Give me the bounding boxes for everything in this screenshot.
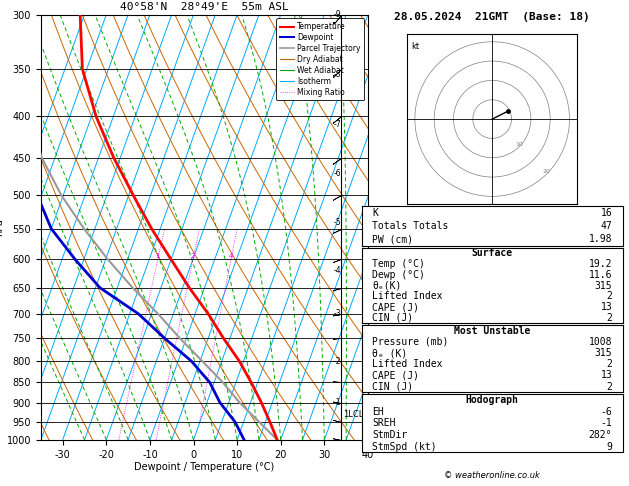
Text: K: K <box>372 208 378 218</box>
Text: 13: 13 <box>601 370 612 381</box>
X-axis label: Dewpoint / Temperature (°C): Dewpoint / Temperature (°C) <box>135 462 274 472</box>
Text: Totals Totals: Totals Totals <box>372 221 448 231</box>
Text: PW (cm): PW (cm) <box>372 234 413 244</box>
Text: Dewp (°C): Dewp (°C) <box>372 270 425 280</box>
Text: 9: 9 <box>606 442 612 451</box>
Text: -1: -1 <box>333 398 341 407</box>
Text: 28.05.2024  21GMT  (Base: 18): 28.05.2024 21GMT (Base: 18) <box>394 12 590 22</box>
Text: 1LCL: 1LCL <box>343 410 364 419</box>
Text: 315: 315 <box>594 348 612 358</box>
Text: Pressure (mb): Pressure (mb) <box>372 337 448 347</box>
Text: Temp (°C): Temp (°C) <box>372 259 425 269</box>
Text: -3: -3 <box>333 310 341 318</box>
Y-axis label: hPa: hPa <box>0 218 4 236</box>
Text: 1: 1 <box>155 253 160 260</box>
Text: CIN (J): CIN (J) <box>372 313 413 323</box>
Text: 19.2: 19.2 <box>589 259 612 269</box>
Text: -8: -8 <box>333 69 341 79</box>
Text: SREH: SREH <box>372 418 396 428</box>
Text: 1008: 1008 <box>589 337 612 347</box>
Text: CIN (J): CIN (J) <box>372 382 413 392</box>
Text: StmSpd (kt): StmSpd (kt) <box>372 442 437 451</box>
Text: 282°: 282° <box>589 430 612 440</box>
Text: θₑ(K): θₑ(K) <box>372 280 401 291</box>
Text: -1: -1 <box>601 418 612 428</box>
Text: -5: -5 <box>333 218 341 226</box>
Text: 11.6: 11.6 <box>589 270 612 280</box>
Text: CAPE (J): CAPE (J) <box>372 302 419 312</box>
Text: -7: -7 <box>333 121 341 129</box>
Text: -4: -4 <box>333 266 341 276</box>
Text: 2: 2 <box>606 291 612 301</box>
Text: StmDir: StmDir <box>372 430 408 440</box>
Text: Surface: Surface <box>472 248 513 258</box>
Text: © weatheronline.co.uk: © weatheronline.co.uk <box>444 471 540 480</box>
Text: -9: -9 <box>333 10 341 19</box>
Text: -2: -2 <box>333 357 341 365</box>
Text: EH: EH <box>372 407 384 417</box>
Text: Most Unstable: Most Unstable <box>454 326 530 336</box>
Text: 13: 13 <box>601 302 612 312</box>
Text: θₑ (K): θₑ (K) <box>372 348 408 358</box>
Text: 16: 16 <box>601 208 612 218</box>
Text: 315: 315 <box>594 280 612 291</box>
Text: -6: -6 <box>333 169 341 178</box>
Text: 2: 2 <box>606 313 612 323</box>
Text: 2: 2 <box>606 359 612 369</box>
Text: 2: 2 <box>606 382 612 392</box>
Text: 2: 2 <box>191 253 195 260</box>
Title: 40°58'N  28°49'E  55m ASL: 40°58'N 28°49'E 55m ASL <box>120 2 289 13</box>
Text: km: km <box>335 0 347 2</box>
Text: 20: 20 <box>542 169 550 174</box>
Text: Lifted Index: Lifted Index <box>372 291 443 301</box>
Text: 47: 47 <box>601 221 612 231</box>
Text: Hodograph: Hodograph <box>465 395 519 405</box>
Text: 4: 4 <box>229 253 233 260</box>
Text: 10: 10 <box>515 142 523 147</box>
Text: -6: -6 <box>601 407 612 417</box>
Text: Lifted Index: Lifted Index <box>372 359 443 369</box>
Text: kt: kt <box>411 42 419 51</box>
Legend: Temperature, Dewpoint, Parcel Trajectory, Dry Adiabat, Wet Adiabat, Isotherm, Mi: Temperature, Dewpoint, Parcel Trajectory… <box>276 18 364 101</box>
Text: 1.98: 1.98 <box>589 234 612 244</box>
Text: CAPE (J): CAPE (J) <box>372 370 419 381</box>
